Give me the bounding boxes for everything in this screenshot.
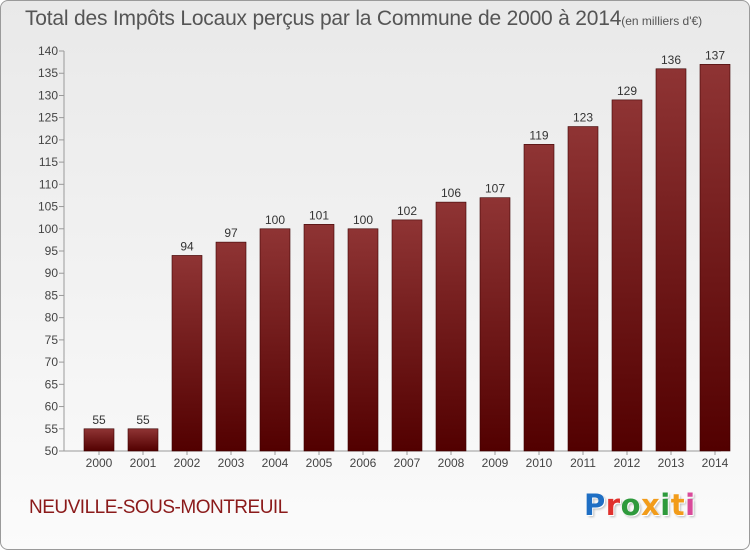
- bar: [171, 255, 203, 452]
- x-tick-label: 2006: [350, 456, 377, 470]
- bar: [655, 68, 687, 452]
- y-tick-label: 100: [38, 222, 58, 236]
- bar-value-label: 106: [441, 186, 461, 200]
- x-tick-label: 2004: [262, 456, 289, 470]
- logo-letter: x: [641, 488, 661, 522]
- y-tick-label: 60: [45, 400, 59, 414]
- bar: [83, 428, 115, 452]
- logo-letter: r: [605, 488, 621, 522]
- x-tick-label: 2008: [438, 456, 465, 470]
- axes: 50 55 60 65 70 75 80 85 90 95 100 105 110 115 120 125 13…: [38, 44, 729, 470]
- x-tick-label: 2009: [482, 456, 509, 470]
- y-tick-label: 105: [38, 200, 58, 214]
- bar: [435, 201, 467, 452]
- chart-title: Total des Impôts Locaux perçus par la Co…: [25, 7, 702, 31]
- logo-letter: i: [660, 488, 671, 522]
- x-tick-label: 2000: [86, 456, 113, 470]
- bar: [611, 99, 643, 452]
- y-tick-label: 50: [45, 444, 59, 458]
- bar: [303, 224, 335, 452]
- y-tick-label: 95: [45, 244, 59, 258]
- bar: [215, 241, 247, 452]
- y-tick-label: 110: [39, 177, 58, 191]
- y-tick-label: 130: [38, 88, 58, 102]
- bar-value-label: 55: [136, 413, 150, 427]
- x-tick-label: 2013: [658, 456, 685, 470]
- bar: [567, 126, 599, 452]
- bar-value-label: 137: [705, 48, 725, 62]
- bar-value-label: 97: [224, 226, 238, 240]
- bar-value-label: 55: [92, 413, 106, 427]
- bar-value-label: 100: [353, 213, 373, 227]
- bar-value-label: 100: [265, 213, 285, 227]
- y-tick-label: 85: [45, 288, 59, 302]
- y-tick-label: 140: [38, 44, 58, 58]
- chart-title-unit: (en milliers d'€): [621, 14, 703, 28]
- logo-letter: P: [584, 488, 606, 522]
- bar: [259, 228, 291, 452]
- y-tick-label: 115: [39, 155, 58, 169]
- bar: [391, 219, 423, 452]
- bars: 55 55 94 97 100 101 100 102 106 107 119 123 129 136 13…: [83, 48, 731, 452]
- bar: [479, 197, 511, 452]
- bar: [523, 144, 555, 452]
- bar-value-label: 94: [180, 239, 194, 253]
- bar-value-label: 129: [617, 84, 637, 98]
- y-tick-label: 125: [38, 111, 58, 125]
- x-tick-label: 2011: [570, 456, 596, 470]
- bar-value-label: 136: [661, 53, 681, 67]
- bar: [699, 64, 731, 452]
- y-tick-label: 90: [45, 266, 59, 280]
- proxiti-logo: Proxiti: [584, 488, 696, 522]
- commune-name: NEUVILLE-SOUS-MONTREUIL: [29, 497, 288, 518]
- x-tick-label: 2003: [218, 456, 245, 470]
- bar: [127, 428, 159, 452]
- x-tick-label: 2007: [394, 456, 421, 470]
- logo-letter: t: [670, 488, 686, 522]
- logo-letter: o: [620, 488, 642, 522]
- y-tick-label: 120: [38, 133, 58, 147]
- bar-value-label: 119: [529, 128, 548, 142]
- x-tick-label: 2002: [174, 456, 201, 470]
- chart-title-text: Total des Impôts Locaux perçus par la Co…: [25, 7, 622, 30]
- y-tick-label: 80: [45, 311, 59, 325]
- logo-letter: i: [685, 488, 696, 522]
- y-tick-label: 70: [45, 355, 59, 369]
- y-tick-label: 65: [45, 377, 59, 391]
- bar: [347, 228, 379, 452]
- y-tick-label: 75: [45, 333, 59, 347]
- x-tick-label: 2001: [130, 456, 157, 470]
- bar-value-label: 102: [397, 204, 417, 218]
- bar-value-label: 101: [309, 208, 329, 222]
- x-tick-label: 2012: [614, 456, 641, 470]
- bar-value-label: 123: [573, 111, 593, 125]
- x-tick-label: 2010: [526, 456, 553, 470]
- x-tick-label: 2014: [702, 456, 729, 470]
- x-tick-label: 2005: [306, 456, 333, 470]
- y-tick-label: 55: [45, 422, 59, 436]
- bar-value-label: 107: [485, 182, 505, 196]
- y-tick-label: 135: [38, 66, 58, 80]
